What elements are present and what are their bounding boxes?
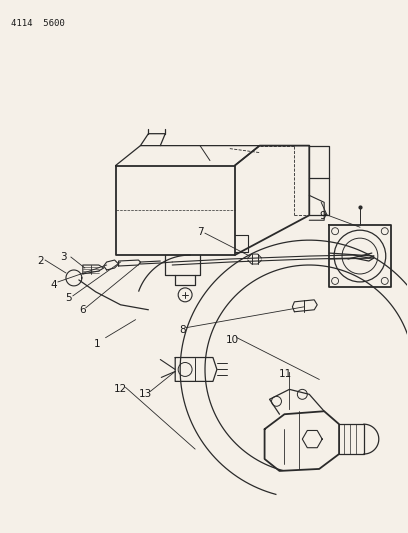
Text: 10: 10 bbox=[226, 335, 239, 345]
Text: 3: 3 bbox=[61, 252, 67, 262]
Text: 8: 8 bbox=[179, 325, 186, 335]
Text: 1: 1 bbox=[93, 338, 100, 349]
Text: 4: 4 bbox=[51, 280, 58, 290]
Text: 6: 6 bbox=[80, 305, 86, 315]
Text: 11: 11 bbox=[279, 369, 292, 379]
Text: 9: 9 bbox=[319, 211, 326, 221]
Text: 7: 7 bbox=[197, 227, 203, 237]
Text: 5: 5 bbox=[66, 293, 72, 303]
Text: 13: 13 bbox=[139, 389, 152, 399]
Text: 12: 12 bbox=[114, 384, 127, 394]
Text: 2: 2 bbox=[37, 256, 43, 266]
Text: 4114  5600: 4114 5600 bbox=[11, 19, 65, 28]
